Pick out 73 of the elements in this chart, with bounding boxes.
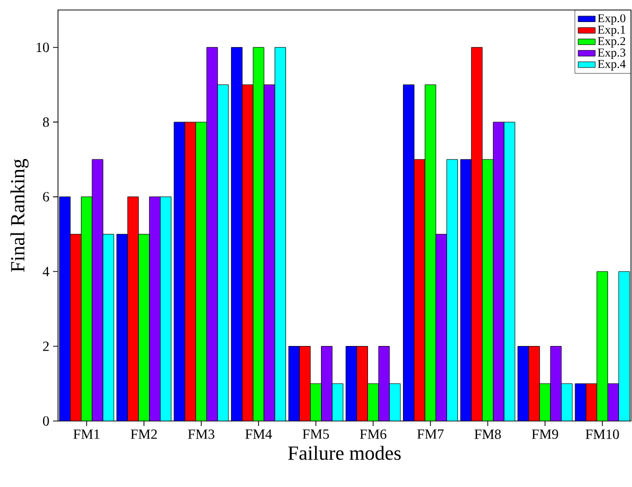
y-tick-label: 8	[43, 117, 49, 127]
bar	[252, 47, 264, 421]
x-tick-label: FM10	[586, 430, 619, 439]
bar	[378, 346, 390, 421]
bar	[149, 196, 161, 421]
bar	[174, 122, 186, 421]
y-tick-label: 4	[42, 266, 50, 276]
bar	[539, 383, 551, 421]
bar	[332, 384, 344, 421]
bar	[402, 84, 414, 421]
bar	[446, 159, 458, 421]
legend-label: Exp.0	[598, 14, 626, 25]
bar	[184, 122, 196, 421]
x-axis-title: Failure modes	[288, 446, 401, 460]
bar	[310, 384, 322, 421]
bar	[471, 47, 483, 421]
legend-label: Exp.1	[598, 26, 626, 36]
bar	[561, 383, 573, 421]
bar	[196, 122, 207, 421]
x-tick-label: FM6	[360, 430, 386, 439]
bar	[274, 47, 286, 421]
bar	[414, 159, 426, 421]
bar	[550, 346, 562, 421]
bar	[264, 84, 276, 421]
bar	[518, 346, 529, 421]
x-tick-label: FM7	[417, 430, 444, 439]
bar	[460, 159, 472, 421]
bar	[321, 346, 332, 421]
legend-label: Exp.3	[598, 48, 626, 60]
y-tick-label: 2	[43, 342, 49, 351]
bar	[504, 122, 516, 421]
bar	[596, 271, 608, 421]
y-axis-title: Final Ranking	[10, 158, 29, 272]
bar	[231, 47, 242, 421]
bar	[356, 346, 368, 421]
bar	[608, 383, 619, 421]
bar	[346, 346, 358, 421]
legend-label: Exp.2	[598, 37, 626, 48]
x-tick-label: FM1	[73, 430, 100, 439]
x-tick-label: FM3	[188, 430, 214, 439]
bar	[80, 196, 92, 421]
bar	[618, 271, 630, 421]
x-tick-label: FM5	[302, 430, 329, 439]
bar	[116, 234, 128, 421]
bar	[482, 159, 494, 421]
x-tick-label: FM2	[130, 430, 157, 439]
y-tick-label: 6	[43, 192, 50, 202]
bar	[288, 346, 300, 421]
y-tick-label: 10	[36, 42, 49, 52]
bar	[92, 159, 104, 421]
x-tick-label: FM9	[532, 430, 558, 439]
x-tick-label: FM8	[474, 430, 501, 439]
bar	[138, 234, 150, 421]
bar	[367, 383, 379, 421]
bar	[528, 346, 540, 421]
bar	[160, 196, 172, 421]
bar	[59, 196, 70, 421]
bar	[206, 47, 218, 421]
bar	[242, 84, 254, 421]
bar	[424, 84, 436, 421]
bar	[389, 383, 401, 421]
bar	[492, 122, 504, 421]
bar	[300, 346, 310, 421]
bar	[436, 234, 448, 421]
bar	[586, 383, 598, 421]
bar	[574, 383, 586, 421]
bar	[102, 234, 114, 421]
bar	[70, 234, 82, 421]
bar	[217, 84, 229, 421]
x-tick-label: FM4	[245, 430, 272, 439]
y-tick-label: 0	[43, 416, 49, 426]
bar	[127, 196, 139, 421]
legend-label: Exp.4	[598, 60, 626, 70]
